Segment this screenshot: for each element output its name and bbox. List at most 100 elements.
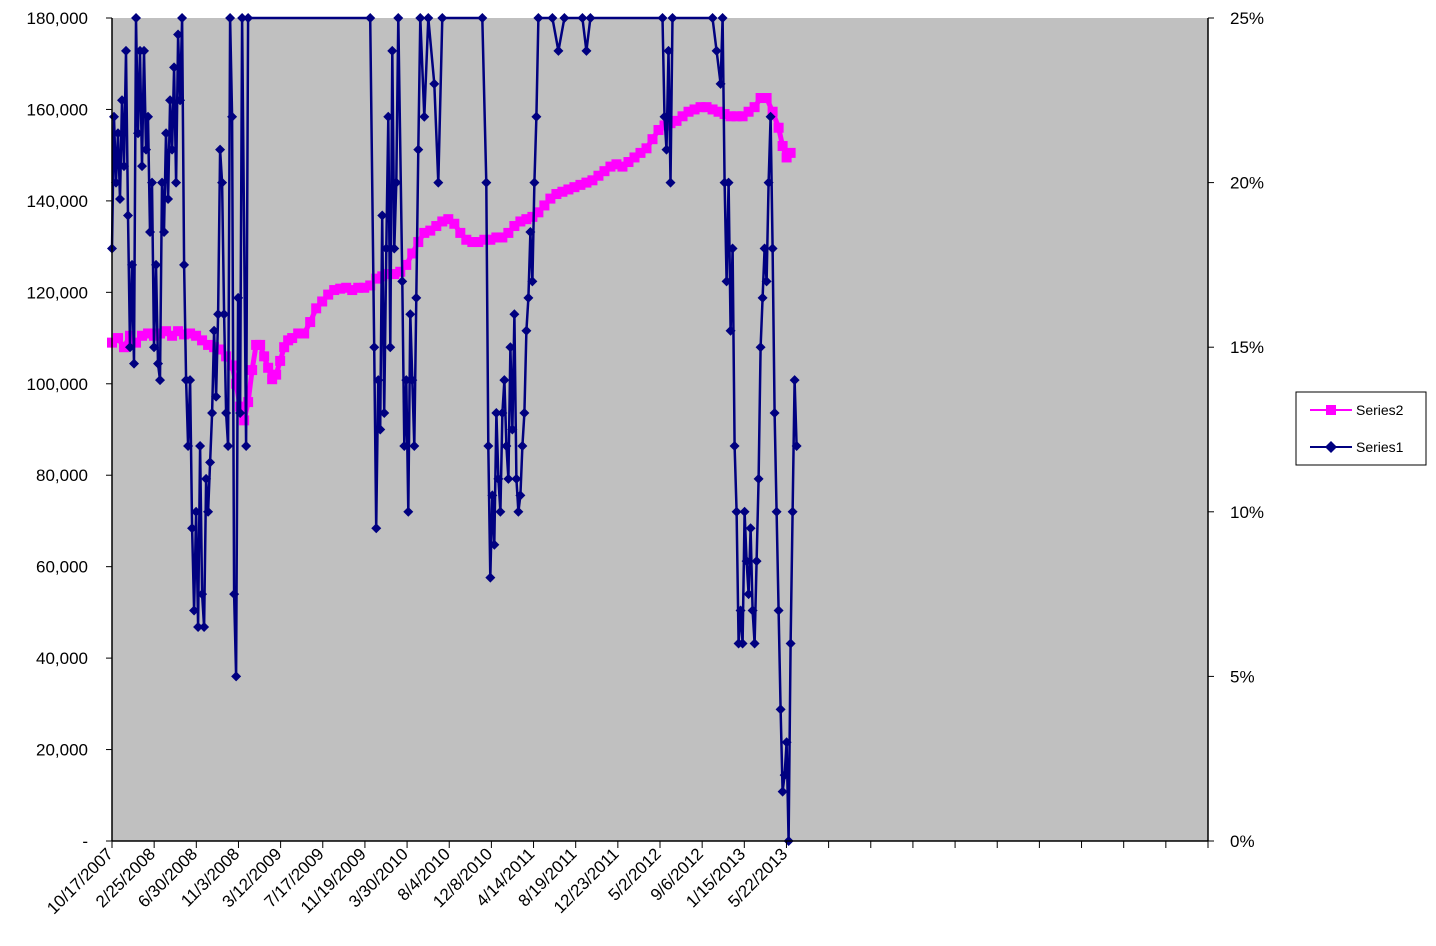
data-point-series1 — [497, 408, 508, 419]
data-point-series2 — [545, 193, 556, 204]
data-point-series2 — [515, 216, 526, 227]
data-point-series2 — [539, 200, 550, 211]
legend-box — [1295, 391, 1427, 466]
data-point-series2 — [509, 221, 520, 232]
data-point-series1 — [723, 177, 734, 188]
data-point-series2 — [617, 161, 628, 172]
data-point-series1 — [225, 13, 236, 23]
data-point-series1 — [775, 704, 786, 715]
data-point-series1 — [711, 45, 722, 56]
y-tick-label-right: 25% — [1230, 9, 1264, 28]
legend-label-series1: Series1 — [1356, 439, 1404, 455]
data-point-series1 — [519, 408, 530, 419]
data-point-series2 — [279, 342, 290, 353]
data-point-series2 — [341, 282, 352, 293]
data-point-series1 — [199, 622, 210, 633]
data-point-series1 — [781, 737, 792, 748]
data-point-series1 — [411, 292, 422, 303]
data-point-series1 — [179, 259, 190, 270]
data-point-series1 — [553, 45, 564, 56]
y-tick-label-left: 100,000 — [27, 375, 88, 394]
y-tick-label-left: 80,000 — [36, 466, 88, 485]
data-point-series2 — [197, 335, 208, 346]
data-point-series1 — [381, 243, 392, 254]
data-point-series2 — [359, 282, 370, 293]
data-point-series2 — [443, 214, 454, 225]
data-point-series2 — [449, 218, 460, 229]
data-point-series1 — [149, 342, 160, 353]
data-point-series2 — [305, 317, 316, 328]
data-point-series1 — [373, 375, 384, 386]
data-point-series1 — [237, 13, 248, 23]
data-point-series2 — [317, 296, 328, 307]
data-point-series1 — [727, 243, 738, 254]
data-point-series1 — [191, 506, 202, 517]
data-point-series2 — [521, 214, 532, 225]
data-point-series1 — [229, 589, 240, 600]
data-point-series2 — [653, 125, 664, 136]
data-point-series1 — [235, 408, 246, 419]
data-point-series1 — [147, 177, 158, 188]
data-point-series2 — [419, 227, 430, 238]
data-point-series1 — [189, 605, 200, 616]
data-point-series1 — [209, 325, 220, 336]
data-point-series2 — [473, 237, 484, 248]
data-point-series2 — [173, 326, 184, 337]
data-point-series2 — [497, 232, 508, 243]
data-point-series1 — [393, 13, 404, 23]
series-layer — [107, 13, 802, 846]
data-point-series2 — [785, 147, 796, 158]
data-point-series1 — [385, 342, 396, 353]
data-point-series1 — [227, 111, 238, 122]
data-point-series1 — [779, 770, 790, 781]
data-point-series1 — [511, 473, 522, 484]
data-point-series2 — [259, 351, 270, 362]
data-point-series1 — [137, 161, 148, 172]
data-point-series1 — [517, 440, 528, 451]
data-point-series1 — [759, 243, 770, 254]
data-point-series2 — [271, 369, 282, 380]
plot-area — [112, 18, 1208, 841]
data-point-series1 — [401, 375, 412, 386]
data-point-series2 — [383, 269, 394, 280]
data-point-series2 — [311, 303, 322, 314]
data-point-series1 — [123, 210, 134, 221]
data-point-series2 — [243, 397, 254, 408]
data-point-series2 — [203, 339, 214, 350]
data-point-series2 — [581, 177, 592, 188]
data-point-series1 — [533, 13, 544, 23]
data-point-series1 — [205, 457, 216, 468]
data-point-series1 — [115, 194, 126, 205]
y-tick-label-right: 15% — [1230, 338, 1264, 357]
data-point-series2 — [231, 378, 242, 389]
data-point-series1 — [725, 325, 736, 336]
data-point-series2 — [293, 328, 304, 339]
y-tick-label-left: 160,000 — [27, 100, 88, 119]
data-point-series1 — [201, 473, 212, 484]
data-point-series1 — [155, 375, 166, 386]
data-point-series1 — [771, 506, 782, 517]
data-point-series2 — [773, 122, 784, 133]
data-point-series1 — [755, 342, 766, 353]
y-tick-label-left: 120,000 — [27, 283, 88, 302]
data-point-series1 — [773, 605, 784, 616]
data-point-series1 — [163, 194, 174, 205]
data-point-series1 — [521, 325, 532, 336]
data-point-series2 — [395, 266, 406, 277]
data-point-series1 — [169, 62, 180, 73]
data-point-series1 — [159, 226, 170, 237]
data-point-series1 — [485, 572, 496, 583]
data-point-series1 — [203, 506, 214, 517]
data-point-series1 — [515, 490, 526, 501]
data-point-series2 — [119, 342, 130, 353]
data-point-series1 — [369, 342, 380, 353]
data-point-series2 — [599, 166, 610, 177]
data-point-series2 — [185, 328, 196, 339]
data-point-series2 — [755, 93, 766, 104]
data-point-series1 — [215, 144, 226, 155]
data-point-series1 — [757, 292, 768, 303]
data-point-series1 — [221, 408, 232, 419]
data-point-series1 — [761, 276, 772, 287]
data-point-series1 — [141, 144, 152, 155]
data-point-series2 — [713, 106, 724, 117]
